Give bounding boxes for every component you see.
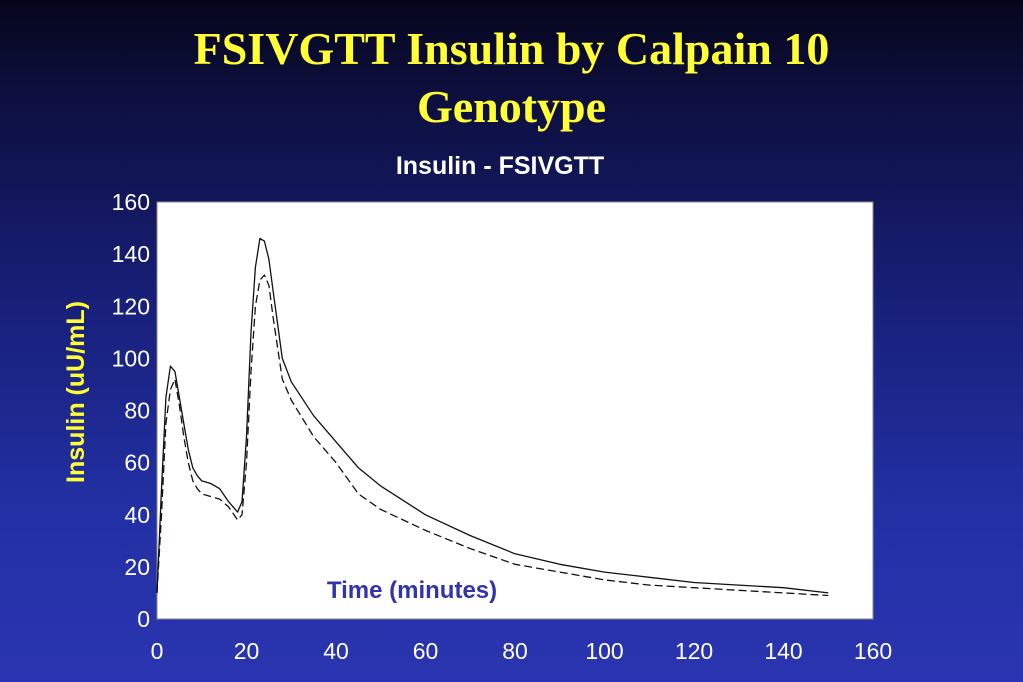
y-tick-label: 160	[112, 189, 150, 215]
slide-title-line-1: FSIVGTT Insulin by Calpain 10	[193, 23, 830, 74]
y-tick-label: 0	[137, 606, 150, 632]
x-axis-ticks: 0 20 40 60 80 100 120 140 160	[151, 638, 893, 664]
y-axis-label: Insulin (uU/mL)	[62, 301, 90, 483]
y-tick-label: 60	[124, 450, 150, 476]
y-tick-label: 140	[112, 241, 150, 267]
y-tick-label: 100	[112, 345, 150, 371]
y-tick-label: 20	[124, 554, 150, 580]
series-lines	[156, 237, 829, 597]
plot-area	[156, 201, 874, 620]
x-tick-label: 160	[854, 638, 892, 664]
y-tick-label: 80	[124, 398, 150, 424]
x-tick-label: 140	[764, 638, 802, 664]
x-tick-label: 120	[675, 638, 713, 664]
x-tick-label: 40	[323, 638, 349, 664]
x-tick-label: 80	[502, 638, 528, 664]
x-tick-label: 20	[234, 638, 260, 664]
x-tick-label: 60	[413, 638, 439, 664]
slide-title: FSIVGTT Insulin by Calpain 10 Genotype	[0, 20, 1023, 136]
slide-title-line-2: Genotype	[416, 81, 607, 132]
chart-title: Insulin - FSIVGTT	[395, 152, 605, 180]
y-tick-label: 40	[124, 502, 150, 528]
y-axis-ticks: 0 20 40 60 80 100 120 140 160	[112, 189, 150, 632]
x-tick-label: 0	[151, 638, 164, 664]
series-line-2	[156, 274, 829, 597]
y-tick-label: 120	[112, 293, 150, 319]
x-axis-label: Time (minutes)	[327, 577, 497, 604]
x-tick-label: 100	[585, 638, 623, 664]
series-line-1	[156, 237, 829, 594]
